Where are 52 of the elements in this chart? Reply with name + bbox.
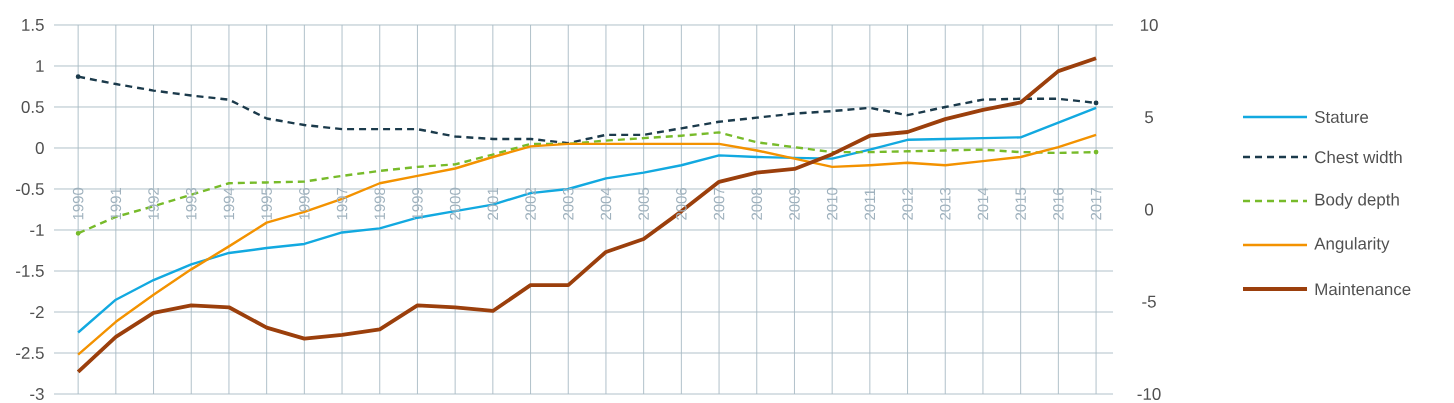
y2-tick-label: 5 bbox=[1144, 111, 1154, 124]
y-tick-label: 1 bbox=[36, 60, 44, 72]
point bbox=[75, 74, 81, 80]
y2-tick-label: -5 bbox=[1142, 295, 1156, 308]
y-tick-label: -3 bbox=[30, 388, 44, 400]
x-tick-label: 1992 bbox=[148, 187, 159, 220]
y-tick-label: 0.5 bbox=[21, 101, 44, 113]
x-tick-label: 2002 bbox=[525, 187, 536, 220]
point bbox=[1093, 149, 1099, 155]
y-tick-label: -2 bbox=[30, 306, 44, 318]
x-tick-label: 2010 bbox=[826, 187, 838, 220]
x-tick-label: 2014 bbox=[977, 187, 989, 220]
x-tick-label: 2008 bbox=[751, 187, 763, 220]
x-tick-label: 1996 bbox=[299, 187, 310, 220]
x-tick-label: 2001 bbox=[487, 187, 499, 220]
legend-label: Body depth bbox=[1315, 193, 1399, 209]
y2-tick-label: -10 bbox=[1137, 388, 1161, 400]
x-tick-label: 2000 bbox=[449, 187, 461, 220]
x-tick-label: 2009 bbox=[789, 187, 800, 220]
x-tick-label: 1990 bbox=[72, 187, 84, 220]
x-tick-label: 2004 bbox=[600, 187, 612, 220]
x-tick-label: 2003 bbox=[562, 187, 574, 220]
y-tick-label: -1.5 bbox=[16, 265, 44, 277]
x-tick-label: 2017 bbox=[1090, 187, 1102, 220]
x-tick-label: 2005 bbox=[638, 187, 649, 220]
x-tick-label: 1991 bbox=[110, 187, 122, 220]
x-tick-label: 1993 bbox=[185, 187, 197, 220]
legend-label: Chest width bbox=[1315, 150, 1402, 164]
x-tick-label: 2007 bbox=[713, 187, 725, 220]
y-tick-label: -1 bbox=[30, 224, 44, 236]
x-tick-label: 2006 bbox=[676, 187, 687, 220]
y-tick-label: 1.5 bbox=[22, 19, 44, 31]
x-tick-label: 2012 bbox=[902, 187, 913, 220]
y2-tick-label: 0 bbox=[1144, 203, 1154, 216]
x-tick-label: 2011 bbox=[864, 189, 876, 220]
x-tick-label: 1997 bbox=[336, 187, 348, 220]
legend-label: Angularity bbox=[1314, 237, 1390, 253]
x-tick-label: 1995 bbox=[261, 187, 272, 220]
point bbox=[1093, 100, 1099, 106]
x-tick-label: 2016 bbox=[1053, 187, 1064, 220]
y-tick-label: -2.5 bbox=[16, 347, 44, 359]
legend-label: Stature bbox=[1314, 111, 1369, 123]
legend-label: Maintenance bbox=[1315, 282, 1411, 296]
y-tick-label: -0.5 bbox=[16, 183, 44, 195]
x-tick-label: 1999 bbox=[412, 187, 423, 220]
x-tick-label: 2015 bbox=[1015, 187, 1026, 220]
point bbox=[75, 230, 81, 236]
x-tick-label: 1998 bbox=[374, 187, 386, 220]
x-tick-label: 1994 bbox=[223, 187, 235, 220]
x-tick-label: 2013 bbox=[939, 187, 951, 220]
y-tick-label: 0 bbox=[35, 142, 44, 154]
y2-tick-label: 10 bbox=[1140, 19, 1158, 31]
